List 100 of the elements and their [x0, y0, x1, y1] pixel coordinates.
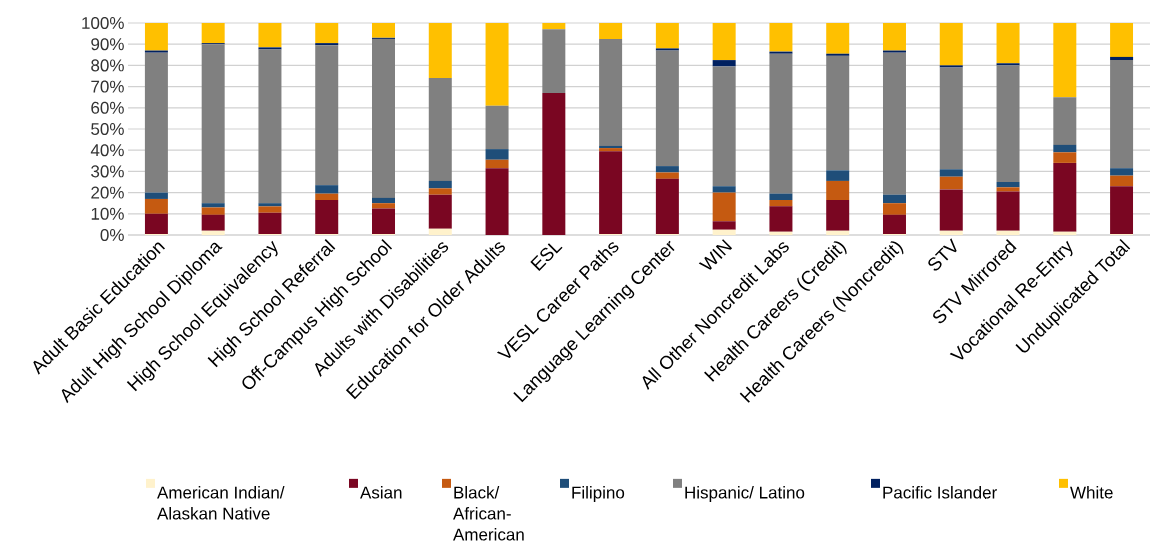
bar: [258, 22, 282, 48]
bar: [996, 187, 1020, 192]
y-tick-label: 100%: [82, 16, 124, 30]
bar: [769, 200, 793, 207]
bar: [882, 194, 906, 204]
bar: [599, 38, 623, 146]
bar: [428, 194, 452, 229]
bar: [712, 186, 736, 193]
bar: [258, 206, 282, 213]
bar: [599, 151, 623, 234]
legend-label: Filipino: [572, 486, 625, 502]
bar: [315, 45, 339, 186]
bar: [201, 44, 225, 204]
bar: [1110, 60, 1134, 169]
bar: [996, 230, 1020, 235]
bar: [315, 43, 339, 46]
bar: [201, 203, 225, 208]
bar: [372, 197, 396, 204]
bar: [485, 22, 509, 106]
bar: [712, 229, 736, 235]
bar: [826, 230, 850, 235]
bar: [1053, 162, 1077, 232]
bar: [201, 22, 225, 44]
y-tick-label: 40%: [90, 144, 124, 157]
bar: [542, 92, 566, 235]
bar: [939, 189, 963, 231]
bar: [428, 180, 452, 189]
bar: [372, 22, 396, 38]
bar: [485, 105, 509, 150]
bar: [882, 203, 906, 215]
bar: [201, 207, 225, 215]
legend-label: Black/ African-American: [453, 486, 524, 541]
bar: [258, 47, 282, 50]
bar: [1053, 152, 1077, 163]
legend-label: Asian: [360, 486, 402, 499]
legend-label: Pacific Islander: [883, 486, 997, 499]
bar: [996, 65, 1020, 182]
bar: [769, 231, 793, 235]
bar: [655, 50, 679, 167]
bar: [144, 198, 168, 214]
bar: [882, 50, 906, 53]
bar: [1053, 22, 1077, 98]
bar: [826, 200, 850, 231]
bar: [939, 22, 963, 66]
y-tick-label: 60%: [91, 101, 124, 114]
y-tick-label: 50%: [91, 122, 124, 136]
bar: [428, 78, 452, 181]
bar: [996, 181, 1020, 188]
bar: [144, 22, 168, 51]
bar: [939, 230, 963, 235]
bar: [939, 65, 963, 68]
bar: [712, 60, 736, 67]
bar: [599, 22, 623, 39]
bar: [939, 67, 963, 170]
bar: [1110, 22, 1134, 57]
bar: [1053, 231, 1077, 235]
bar: [315, 185, 339, 194]
legend-label: American Indian/ Alaskan Native: [157, 486, 285, 520]
bar: [655, 48, 679, 51]
bar: [882, 214, 906, 234]
bar: [826, 180, 850, 201]
bar: [201, 214, 225, 231]
bar: [258, 212, 282, 234]
bar: [485, 168, 509, 235]
bar: [428, 228, 452, 235]
bar: [372, 38, 396, 198]
bar: [712, 192, 736, 222]
bar: [315, 193, 339, 201]
y-tick-label: 80%: [91, 59, 124, 72]
x-tick-label: ESL: [530, 243, 563, 271]
bar: [1053, 144, 1077, 153]
bar: [144, 50, 168, 53]
bar: [144, 52, 168, 193]
bar: [258, 203, 282, 207]
bar: [712, 22, 736, 61]
bar: [826, 170, 850, 181]
bar: [542, 22, 566, 30]
bar: [769, 53, 793, 194]
bar: [144, 192, 168, 199]
bar: [882, 52, 906, 195]
bar: [939, 169, 963, 177]
bar: [1110, 56, 1134, 61]
bar: [826, 55, 850, 171]
y-tick-label: 20%: [91, 186, 124, 199]
bar: [315, 200, 339, 234]
bar: [428, 188, 452, 195]
bar: [372, 203, 396, 209]
bar: [996, 22, 1020, 64]
y-tick-label: 30%: [91, 165, 124, 178]
bar: [485, 149, 509, 160]
bar: [826, 22, 850, 54]
bar: [769, 51, 793, 54]
bar: [1110, 175, 1134, 187]
bar: [826, 53, 850, 56]
legend-label: White: [1070, 486, 1113, 499]
x-tick-label: WIN: [698, 239, 733, 270]
bar: [485, 159, 509, 169]
y-tick-label: 0%: [100, 228, 124, 242]
bar: [996, 63, 1020, 66]
bar: [1110, 168, 1134, 176]
